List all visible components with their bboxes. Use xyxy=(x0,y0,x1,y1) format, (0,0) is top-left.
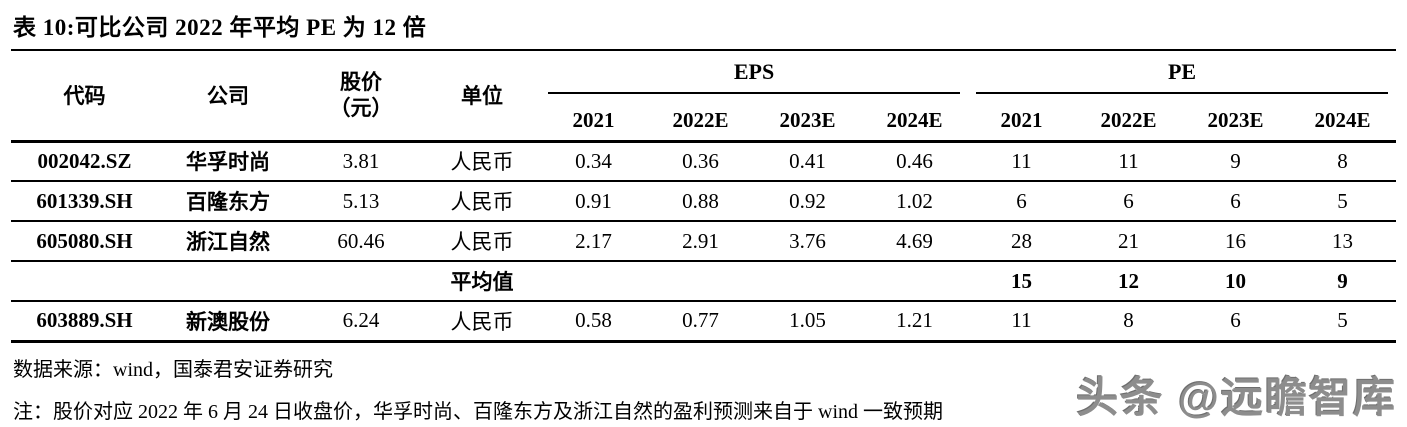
cell-price: 6.24 xyxy=(298,301,424,343)
cell-eps-2024e: 1.02 xyxy=(861,181,969,222)
pe-year-2022e: 2022E xyxy=(1075,101,1183,143)
cell-pe-2023e: 9 xyxy=(1182,141,1290,182)
avg-pe-2021: 15 xyxy=(968,261,1076,302)
cell-code: 002042.SZ xyxy=(11,141,158,182)
cell-eps-2024e: 4.69 xyxy=(861,221,969,262)
cell-eps-empty xyxy=(647,261,754,302)
cell-eps-2024e: 0.46 xyxy=(861,141,969,182)
cell-pe-2021: 11 xyxy=(968,301,1076,343)
table-row-average: 平均值 15 12 10 9 xyxy=(11,261,1397,302)
col-header-unit: 单位 xyxy=(424,51,540,143)
cell-pe-2021: 11 xyxy=(968,141,1076,182)
cell-unit: 人民币 xyxy=(424,141,540,182)
avg-pe-2023e: 10 xyxy=(1182,261,1290,302)
cell-pe-2023e: 6 xyxy=(1182,301,1290,343)
eps-year-2023e: 2023E xyxy=(754,101,861,143)
cell-pe-2022e: 8 xyxy=(1075,301,1183,343)
cell-eps-2023e: 3.76 xyxy=(754,221,861,262)
cell-price: 5.13 xyxy=(298,181,424,222)
cell-eps-2023e: 0.92 xyxy=(754,181,861,222)
table-row-bailong: 601339.SH 百隆东方 5.13 人民币 0.91 0.88 0.92 1… xyxy=(11,181,1397,222)
eps-year-2024e: 2024E xyxy=(861,101,969,143)
cell-company-empty xyxy=(158,261,298,302)
cell-pe-2022e: 21 xyxy=(1075,221,1183,262)
cell-eps-empty xyxy=(861,261,969,302)
cell-unit: 人民币 xyxy=(424,301,540,343)
pe-year-2023e: 2023E xyxy=(1182,101,1290,143)
table-footer: 数据来源：wind，国泰君安证券研究 注：股价对应 2022 年 6 月 24 … xyxy=(11,343,1396,424)
cell-eps-2023e: 1.05 xyxy=(754,301,861,343)
cell-company: 浙江自然 xyxy=(158,221,298,262)
cell-eps-2022e: 0.88 xyxy=(647,181,754,222)
cell-unit: 人民币 xyxy=(424,221,540,262)
cell-eps-2022e: 0.77 xyxy=(647,301,754,343)
cell-price-empty xyxy=(298,261,424,302)
price-header-line1: 股价 xyxy=(340,70,382,94)
avg-pe-2024e: 9 xyxy=(1289,261,1397,302)
cell-company: 百隆东方 xyxy=(158,181,298,222)
cell-code: 603889.SH xyxy=(11,301,158,343)
pe-group-label: PE xyxy=(976,59,1389,94)
cell-price: 3.81 xyxy=(298,141,424,182)
watermark-text: 头条 @远瞻智库 xyxy=(1076,374,1397,421)
average-label: 平均值 xyxy=(424,261,540,302)
col-group-eps: EPS xyxy=(540,51,968,101)
cell-pe-2022e: 6 xyxy=(1075,181,1183,222)
table-row-zhejiang: 605080.SH 浙江自然 60.46 人民币 2.17 2.91 3.76 … xyxy=(11,221,1397,262)
cell-eps-2023e: 0.41 xyxy=(754,141,861,182)
pe-year-2024e: 2024E xyxy=(1289,101,1397,143)
col-header-price: 股价 （元） xyxy=(298,51,424,143)
pe-year-2021: 2021 xyxy=(968,101,1076,143)
data-source-text: 数据来源：wind，国泰君安证券研究 xyxy=(13,358,333,381)
cell-unit: 人民币 xyxy=(424,181,540,222)
cell-pe-2021: 28 xyxy=(968,221,1076,262)
cell-eps-2021: 0.58 xyxy=(540,301,647,343)
cell-pe-2024e: 13 xyxy=(1289,221,1397,262)
cell-pe-2024e: 5 xyxy=(1289,181,1397,222)
note-text: 注：股价对应 2022 年 6 月 24 日收盘价，华孚时尚、百隆东方及浙江自然… xyxy=(13,400,943,423)
cell-eps-empty xyxy=(540,261,647,302)
cell-eps-2022e: 2.91 xyxy=(647,221,754,262)
cell-company: 华孚时尚 xyxy=(158,141,298,182)
cell-pe-2023e: 16 xyxy=(1182,221,1290,262)
price-header-line2: （元） xyxy=(329,96,393,121)
col-group-pe: PE xyxy=(968,51,1396,101)
eps-group-label: EPS xyxy=(548,59,961,94)
cell-pe-2022e: 11 xyxy=(1075,141,1183,182)
col-header-code: 代码 xyxy=(11,51,158,143)
cell-eps-2021: 0.34 xyxy=(540,141,647,182)
cell-code: 601339.SH xyxy=(11,181,158,222)
eps-year-2022e: 2022E xyxy=(647,101,754,143)
table-title: 表 10:可比公司 2022 年平均 PE 为 12 倍 xyxy=(11,6,1396,51)
cell-pe-2024e: 8 xyxy=(1289,141,1397,182)
cell-eps-2021: 2.17 xyxy=(540,221,647,262)
cell-eps-empty xyxy=(754,261,861,302)
eps-year-2021: 2021 xyxy=(540,101,647,143)
cell-code-empty xyxy=(11,261,158,302)
avg-pe-2022e: 12 xyxy=(1075,261,1183,302)
table-row-huafu: 002042.SZ 华孚时尚 3.81 人民币 0.34 0.36 0.41 0… xyxy=(11,141,1397,182)
cell-price: 60.46 xyxy=(298,221,424,262)
table-row-xinao: 603889.SH 新澳股份 6.24 人民币 0.58 0.77 1.05 1… xyxy=(11,301,1397,343)
comparable-companies-table: 代码 公司 股价 （元） 单位 EPS PE 2021 2022E 2023E … xyxy=(11,51,1397,343)
cell-eps-2024e: 1.21 xyxy=(861,301,969,343)
cell-company: 新澳股份 xyxy=(158,301,298,343)
cell-code: 605080.SH xyxy=(11,221,158,262)
col-header-company: 公司 xyxy=(158,51,298,143)
cell-eps-2022e: 0.36 xyxy=(647,141,754,182)
cell-pe-2021: 6 xyxy=(968,181,1076,222)
cell-pe-2023e: 6 xyxy=(1182,181,1290,222)
cell-eps-2021: 0.91 xyxy=(540,181,647,222)
cell-pe-2024e: 5 xyxy=(1289,301,1397,343)
